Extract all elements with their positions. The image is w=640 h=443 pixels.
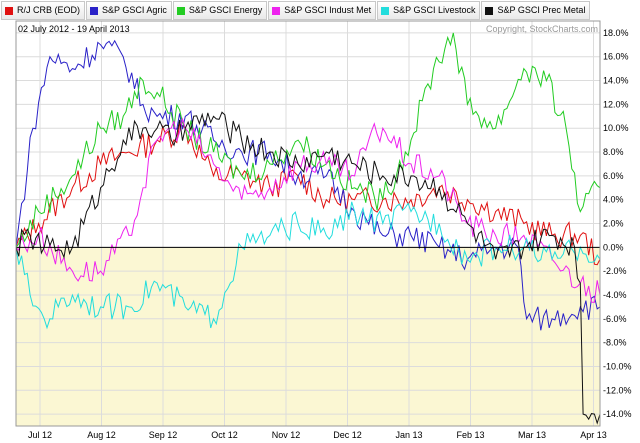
series-line	[15, 117, 601, 303]
legend-label: S&P GSCI Livestock	[393, 5, 476, 15]
x-tick-label: Mar 13	[518, 430, 546, 440]
y-tick-label: -4.0%	[603, 290, 627, 300]
legend: R/J CRB (EOD) S&P GSCI Agric S&P GSCI Ener…	[0, 0, 640, 20]
legend-label: S&P GSCI Indust Met	[284, 5, 372, 15]
y-tick-label: 4.0%	[603, 195, 624, 205]
x-tick-label: Sep 12	[149, 430, 178, 440]
x-tick-label: Dec 12	[333, 430, 362, 440]
series-line	[15, 32, 601, 248]
legend-label: S&P GSCI Agric	[102, 5, 167, 15]
y-tick-label: 8.0%	[603, 147, 624, 157]
y-tick-label: 10.0%	[603, 123, 629, 133]
legend-swatch	[90, 6, 98, 15]
y-tick-label: -10.0%	[603, 361, 632, 371]
legend-item: S&P GSCI Energy	[172, 1, 268, 20]
series-line	[15, 123, 601, 266]
x-tick-label: Oct 12	[211, 430, 238, 440]
plot-area-positive	[16, 21, 600, 248]
y-tick-label: 0.0%	[603, 242, 624, 252]
legend-item: S&P GSCI Agric	[86, 1, 172, 20]
y-tick-label: 16.0%	[603, 52, 629, 62]
y-tick-label: -14.0%	[603, 409, 632, 419]
date-range-label: 02 July 2012 - 19 April 2013	[18, 24, 130, 34]
legend-swatch	[5, 6, 13, 15]
legend-swatch	[272, 6, 281, 15]
y-tick-label: -8.0%	[603, 338, 627, 348]
copyright-label: Copyright, StockCharts.com	[486, 24, 598, 34]
legend-label: R/J CRB (EOD)	[17, 5, 80, 15]
y-tick-label: -6.0%	[603, 314, 627, 324]
legend-label: S&P GSCI Energy	[188, 5, 263, 15]
y-tick-label: -12.0%	[603, 385, 632, 395]
x-tick-label: Feb 13	[456, 430, 484, 440]
y-tick-label: 6.0%	[603, 171, 624, 181]
x-tick-label: Jan 13	[395, 430, 422, 440]
legend-item: S&P GSCI Indust Met	[268, 1, 377, 20]
series-line	[15, 201, 601, 330]
y-tick-label: -2.0%	[603, 266, 627, 276]
x-tick-label: Jul 12	[28, 430, 52, 440]
y-tick-label: 14.0%	[603, 76, 629, 86]
plot-area-negative	[16, 247, 600, 426]
y-tick-label: 18.0%	[603, 28, 629, 38]
plot-frame	[15, 20, 601, 427]
legend-item: R/J CRB (EOD)	[1, 1, 85, 20]
legend-swatch	[381, 6, 390, 15]
x-tick-label: Aug 12	[87, 430, 116, 440]
y-tick-label: 2.0%	[603, 219, 624, 229]
x-tick-label: Apr 13	[580, 430, 607, 440]
legend-item: S&P GSCI Prec Metal	[481, 1, 591, 20]
legend-swatch	[485, 6, 494, 15]
legend-label: S&P GSCI Prec Metal	[497, 5, 586, 15]
legend-swatch	[176, 6, 185, 15]
y-tick-label: 12.0%	[603, 99, 629, 109]
x-tick-label: Nov 12	[272, 430, 301, 440]
legend-item: S&P GSCI Livestock	[377, 1, 481, 20]
